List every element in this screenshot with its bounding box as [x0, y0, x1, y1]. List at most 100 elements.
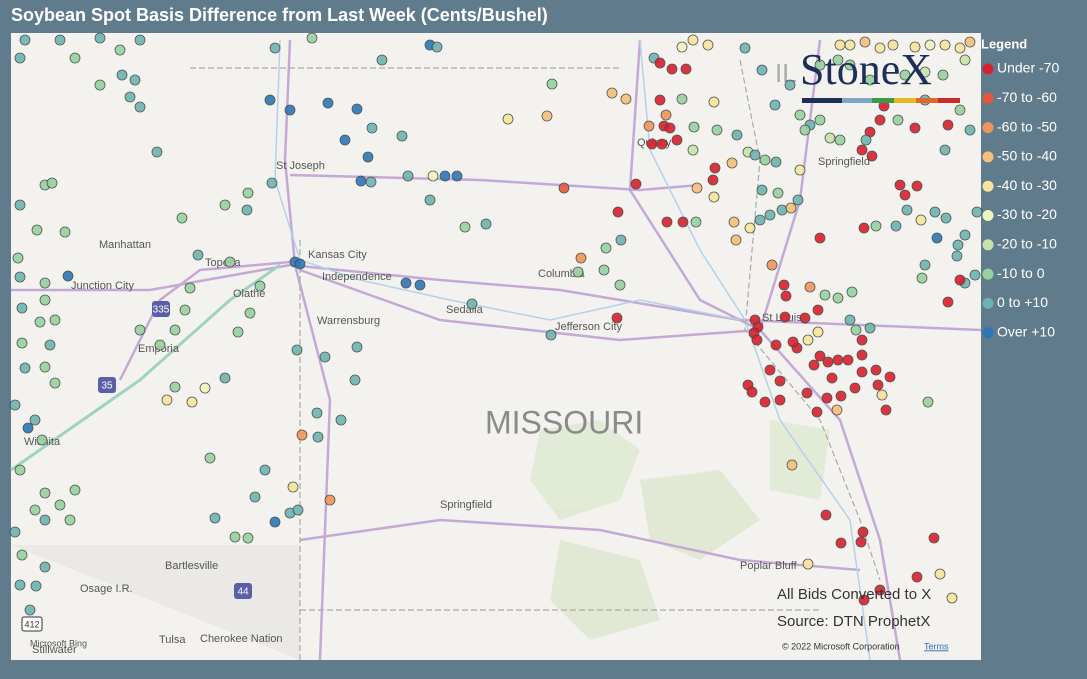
bid-dot	[759, 396, 771, 408]
legend-swatch	[982, 151, 994, 163]
note: All Bids Converted to X	[777, 586, 931, 603]
bid-dot	[929, 206, 941, 218]
bid-dot	[14, 52, 26, 64]
bid-dot	[129, 74, 141, 86]
bid-dot	[756, 184, 768, 196]
bid-dot	[849, 382, 861, 394]
bid-dot	[774, 375, 786, 387]
bid-dot	[860, 134, 872, 146]
bid-dot	[319, 351, 331, 363]
bid-dot	[39, 277, 51, 289]
bid-dot	[934, 568, 946, 580]
place-label: Stillwater	[32, 644, 77, 656]
bid-dot	[802, 558, 814, 570]
bid-dot	[884, 371, 896, 383]
bid-dot	[909, 41, 921, 53]
logo: StoneX	[800, 45, 960, 103]
legend-label: Under -70	[997, 60, 1059, 76]
bid-dot	[339, 134, 351, 146]
bid-dot	[856, 334, 868, 346]
bid-dot	[365, 176, 377, 188]
bid-dot	[759, 154, 771, 166]
bid-dot	[9, 399, 21, 411]
bid-dot	[707, 174, 719, 186]
bid-dot	[858, 222, 870, 234]
bid-dot	[764, 209, 776, 221]
bid-dot	[459, 221, 471, 233]
bid-dot	[192, 249, 204, 261]
bid-dot	[480, 218, 492, 230]
bid-dot	[922, 396, 934, 408]
bid-dot	[857, 526, 869, 538]
bid-dot	[36, 434, 48, 446]
terms-link[interactable]: Terms	[924, 641, 949, 651]
bid-dot	[259, 464, 271, 476]
place-label: Independence	[322, 271, 392, 283]
bid-dot	[124, 91, 136, 103]
bid-dot	[355, 175, 367, 187]
bid-dot	[928, 532, 940, 544]
bid-dot	[786, 459, 798, 471]
shield: 412	[24, 619, 39, 629]
bid-dot	[858, 594, 870, 606]
bid-dot	[690, 216, 702, 228]
bid-dot	[874, 584, 886, 596]
bid-dot	[219, 372, 231, 384]
bid-dot	[29, 504, 41, 516]
place-label: Manhattan	[99, 239, 151, 251]
bid-dot	[785, 202, 797, 214]
bid-dot	[940, 212, 952, 224]
bid-dot	[746, 386, 758, 398]
bid-dot	[744, 222, 756, 234]
bid-dot	[311, 407, 323, 419]
bid-dot	[14, 199, 26, 211]
bid-dot	[856, 366, 868, 378]
bid-dot	[751, 334, 763, 346]
bid-dot	[824, 132, 836, 144]
bid-dot	[199, 382, 211, 394]
shield: 335	[153, 305, 170, 316]
bid-dot	[821, 392, 833, 404]
bid-dot	[808, 359, 820, 371]
bid-dot	[62, 270, 74, 282]
bid-dot	[870, 364, 882, 376]
bid-dot	[831, 404, 843, 416]
bid-dot	[306, 32, 318, 44]
bid-dot	[680, 63, 692, 75]
bid-dot	[219, 199, 231, 211]
bid-dot	[294, 258, 306, 270]
place-label: Osage I.R.	[80, 583, 133, 595]
bid-dot	[919, 259, 931, 271]
legend-label: -10 to 0	[997, 265, 1045, 281]
bid-dot	[324, 494, 336, 506]
place-label: Warrensburg	[317, 315, 380, 327]
bid-dot	[835, 537, 847, 549]
logo-text: StoneX	[800, 45, 932, 94]
bid-dot	[14, 579, 26, 591]
bid-dot	[630, 178, 642, 190]
bid-dot	[34, 316, 46, 328]
bid-dot	[9, 526, 21, 538]
bid-dot	[661, 216, 673, 228]
bid-dot	[39, 514, 51, 526]
bid-dot	[874, 42, 886, 54]
legend-label: -20 to -10	[997, 236, 1057, 252]
bid-dot	[54, 499, 66, 511]
bid-dot	[24, 604, 36, 616]
place-label: Cherokee Nation	[200, 633, 283, 645]
bid-dot	[874, 114, 886, 126]
note: Source: DTN ProphetX	[777, 613, 930, 630]
bid-dot	[876, 389, 888, 401]
bid-dot	[872, 379, 884, 391]
bid-dot	[702, 39, 714, 51]
bid-dot	[269, 516, 281, 528]
bid-dot	[114, 44, 126, 56]
legend-swatch	[982, 327, 994, 339]
bid-dot	[169, 324, 181, 336]
place-label: Springfield	[818, 156, 870, 168]
bid-dot	[362, 151, 374, 163]
bid-dot	[711, 124, 723, 136]
bid-dot	[846, 286, 858, 298]
bid-dot	[959, 54, 971, 66]
